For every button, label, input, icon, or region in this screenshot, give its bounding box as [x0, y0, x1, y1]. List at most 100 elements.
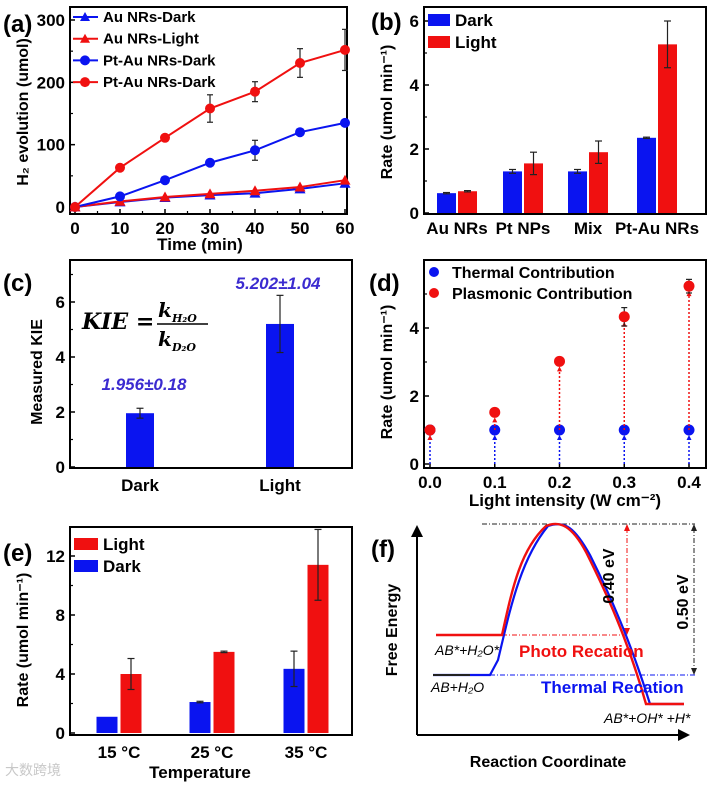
arrow-head: [691, 668, 697, 675]
bar: [458, 191, 477, 213]
data-point: [295, 58, 305, 69]
bar: [283, 668, 305, 733]
panel-label: (b): [371, 9, 402, 36]
legend-label: Plasmonic Contribution: [452, 286, 632, 303]
legend-label: Au NRs-Light: [103, 31, 199, 48]
y-tick-label: 200: [37, 73, 65, 92]
plot-frame: [423, 6, 707, 215]
bar: [437, 193, 456, 213]
plot-frame: [69, 526, 353, 736]
legend-label: Light: [103, 535, 145, 554]
arrow-head: [621, 435, 627, 440]
arrow-head: [427, 435, 433, 440]
data-point: [205, 157, 215, 168]
barrier-label-photo: 0.40 eV: [601, 548, 618, 603]
x-tick-label: 60: [336, 219, 355, 238]
legend-swatch: [428, 14, 450, 26]
legend-label: Light: [455, 33, 497, 52]
arrow-head: [691, 524, 697, 531]
legend-label: Thermal Contribution: [452, 265, 615, 282]
x-tick-label: 0.4: [677, 473, 701, 492]
y-axis-label: H₂ evolution (umol): [15, 38, 32, 186]
x-tick-label: Dark: [121, 476, 159, 495]
bar: [568, 171, 587, 213]
formula-den-sub: D₂O: [171, 341, 196, 354]
data-point: [80, 55, 90, 66]
arrow-head: [492, 417, 498, 423]
plot-frame: [69, 6, 348, 215]
panel-label: (d): [369, 270, 400, 297]
data-point: [115, 191, 125, 202]
x-axis-label: Temperature: [149, 763, 251, 782]
legend-label: Dark: [455, 11, 493, 30]
series-1: Plasmonic Contribution: [424, 278, 695, 440]
panel-label: (f): [371, 536, 395, 563]
arrow-head: [557, 435, 562, 440]
data-point: [70, 202, 80, 212]
x-tick-label: 40: [246, 219, 265, 238]
data-point: [115, 162, 125, 173]
bar: [589, 152, 608, 213]
panel-a-line-chart: 0 100 200 300 0 10 20 30 40 50 60 Time (min) H₂ evol…: [15, 6, 355, 254]
legend-dot: [429, 267, 439, 277]
legend-swatch: [428, 36, 450, 48]
panel-label: (a): [3, 11, 32, 38]
data-point-triangle: [204, 188, 216, 199]
data-point-triangle: [80, 12, 90, 21]
y-tick-label: 0: [410, 204, 419, 223]
y-tick-label: 4: [410, 76, 420, 95]
x-tick-label: 35 °C: [285, 743, 328, 762]
bar: [658, 44, 677, 213]
y-axis-label: Rate (umol min⁻¹): [15, 573, 32, 708]
x-tick-label: 0.3: [612, 473, 636, 492]
x-tick-label: 20: [156, 219, 175, 238]
photo-reaction-curve: [436, 522, 684, 706]
x-axis-label: Light intensity (W cm⁻²): [469, 491, 661, 510]
bar: [126, 413, 154, 467]
series-3: Pt-Au NRs-Dark: [70, 28, 350, 212]
bar: [307, 564, 329, 733]
data-point: [424, 424, 436, 436]
y-axis-label: Rate (umol min⁻¹): [379, 305, 396, 440]
x-tick-label: 30: [201, 219, 220, 238]
y-axis-label: Measured KIE: [29, 319, 46, 425]
data-point: [340, 117, 350, 128]
kie-annotation-dark: 1.956±0.18: [102, 375, 188, 394]
y-tick-label: 4: [56, 348, 66, 367]
formula-k: k: [158, 298, 172, 322]
bar: [213, 651, 235, 733]
bar: [189, 702, 211, 733]
data-point: [160, 132, 170, 143]
y-tick-label: 100: [37, 136, 65, 155]
legend-swatch: [74, 560, 98, 572]
x-tick-label: 0.0: [418, 473, 442, 492]
bar: [524, 163, 543, 213]
arrow-head: [557, 366, 562, 372]
data-point-triangle: [339, 174, 351, 185]
state-label: AB+H₂O: [430, 679, 484, 695]
y-tick-label: 4: [410, 319, 420, 338]
state-label: AB*+OH* +H*: [603, 710, 691, 726]
plot-frame: [69, 259, 353, 469]
bar: [96, 716, 118, 733]
y-tick-label: 6: [56, 293, 65, 312]
panel-label: (e): [3, 540, 32, 567]
plot-frame: [423, 259, 707, 469]
data-point: [80, 77, 90, 88]
data-point: [295, 127, 305, 138]
panel-c-bar-chart: 0 2 4 6 Dark Light Measured KIE 1.956±0.18 5.202…: [29, 259, 353, 495]
panel-f-energy-diagram: 0.40 eV 0.50 eV AB*+H₂O* AB+H₂O AB*+OH* +H* P…: [384, 522, 697, 771]
arrow-head: [678, 729, 690, 741]
x-tick-label: Pt NPs: [496, 219, 551, 238]
arrow-head: [492, 435, 498, 440]
data-point-triangle: [80, 33, 90, 43]
y-tick-label: 8: [56, 606, 65, 625]
y-axis-label: Free Energy: [384, 584, 401, 677]
data-point: [250, 86, 260, 97]
x-axis-label: Reaction Coordinate: [470, 754, 627, 771]
curve-label-thermal: Thermal Recation: [541, 678, 684, 697]
legend-label: Pt-Au NRs-Dark: [103, 52, 216, 69]
formula-num-sub: H₂O: [171, 312, 197, 325]
legend-label: Pt-Au NRs-Dark: [103, 74, 216, 91]
y-tick-label: 0: [410, 455, 419, 474]
